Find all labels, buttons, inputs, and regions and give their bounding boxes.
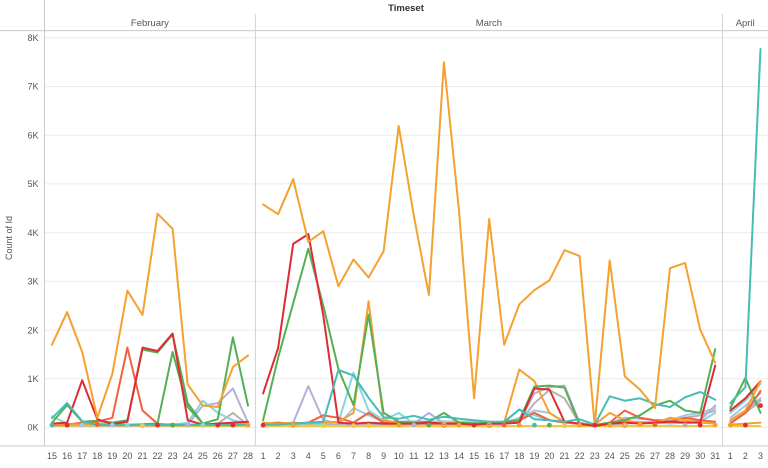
svg-text:14: 14 [454,451,464,461]
svg-text:17: 17 [77,451,87,461]
svg-text:30: 30 [695,451,705,461]
svg-text:27: 27 [228,451,238,461]
svg-text:9: 9 [381,451,386,461]
svg-text:28: 28 [665,451,675,461]
svg-text:20: 20 [122,451,132,461]
svg-text:1: 1 [261,451,266,461]
svg-text:10: 10 [394,451,404,461]
svg-text:22: 22 [152,451,162,461]
svg-text:21: 21 [559,451,569,461]
svg-text:20: 20 [544,451,554,461]
svg-text:15: 15 [469,451,479,461]
svg-text:23: 23 [590,451,600,461]
svg-text:April: April [736,18,755,29]
svg-text:1: 1 [728,451,733,461]
svg-text:2K: 2K [27,325,38,335]
svg-text:2: 2 [276,451,281,461]
svg-text:3: 3 [758,451,763,461]
svg-text:2: 2 [743,451,748,461]
svg-text:3: 3 [291,451,296,461]
svg-text:18: 18 [92,451,102,461]
svg-text:22: 22 [575,451,585,461]
svg-text:8: 8 [366,451,371,461]
svg-text:16: 16 [62,451,72,461]
svg-text:23: 23 [168,451,178,461]
svg-text:17: 17 [499,451,509,461]
svg-text:31: 31 [710,451,720,461]
svg-text:24: 24 [183,451,193,461]
svg-text:25: 25 [198,451,208,461]
svg-text:8K: 8K [27,33,38,43]
svg-text:19: 19 [529,451,539,461]
svg-text:Count of Id: Count of Id [4,216,14,260]
svg-text:4: 4 [306,451,311,461]
svg-text:19: 19 [107,451,117,461]
svg-text:6: 6 [336,451,341,461]
svg-text:15: 15 [47,451,57,461]
svg-text:3K: 3K [27,277,38,287]
svg-text:February: February [131,18,169,29]
svg-text:24: 24 [605,451,615,461]
svg-text:27: 27 [650,451,660,461]
svg-text:March: March [476,18,502,29]
svg-text:5: 5 [321,451,326,461]
svg-text:6K: 6K [27,130,38,140]
svg-text:0K: 0K [27,423,38,433]
svg-text:4K: 4K [27,228,38,238]
svg-text:11: 11 [409,451,418,461]
svg-text:18: 18 [514,451,524,461]
svg-text:25: 25 [620,451,630,461]
svg-text:16: 16 [484,451,494,461]
svg-text:5K: 5K [27,179,38,189]
svg-text:12: 12 [424,451,434,461]
svg-text:1K: 1K [27,374,38,384]
svg-text:7: 7 [351,451,356,461]
svg-text:21: 21 [137,451,147,461]
svg-text:Timeset: Timeset [388,3,425,14]
svg-text:26: 26 [635,451,645,461]
svg-text:29: 29 [680,451,690,461]
svg-text:7K: 7K [27,82,38,92]
svg-text:26: 26 [213,451,223,461]
svg-text:13: 13 [439,451,449,461]
svg-text:28: 28 [243,451,253,461]
